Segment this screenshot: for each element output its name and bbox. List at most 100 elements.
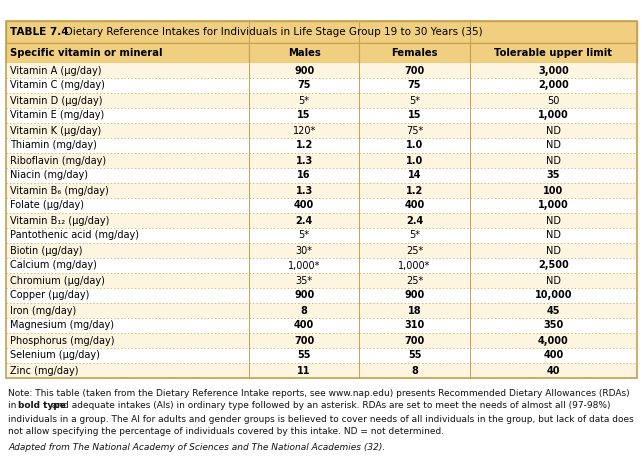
Bar <box>6 363 249 378</box>
Bar <box>249 198 359 213</box>
Bar <box>359 228 470 243</box>
Bar <box>470 198 637 213</box>
Text: TABLE 7.4: TABLE 7.4 <box>10 27 69 37</box>
Text: 1,000*: 1,000* <box>288 260 320 271</box>
Text: ND: ND <box>546 141 561 150</box>
Bar <box>359 43 470 63</box>
Text: 700: 700 <box>404 65 424 76</box>
Text: Vitamin K (μg/day): Vitamin K (μg/day) <box>10 125 101 135</box>
Text: 1.0: 1.0 <box>406 156 423 165</box>
Text: ND: ND <box>546 156 561 165</box>
Text: Vitamin E (mg/day): Vitamin E (mg/day) <box>10 110 104 120</box>
Text: 1,000: 1,000 <box>538 201 569 211</box>
Bar <box>6 183 249 198</box>
Text: 35*: 35* <box>296 275 312 285</box>
Text: 900: 900 <box>294 290 314 300</box>
Text: Vitamin D (μg/day): Vitamin D (μg/day) <box>10 95 102 105</box>
Text: ND: ND <box>546 275 561 285</box>
Text: not allow specifying the percentage of individuals covered by this intake. ND = : not allow specifying the percentage of i… <box>8 428 444 437</box>
Text: 55: 55 <box>408 351 421 360</box>
Bar <box>6 21 637 378</box>
Bar <box>6 93 249 108</box>
Text: 5*: 5* <box>409 230 420 241</box>
Text: 900: 900 <box>404 290 424 300</box>
Text: ND: ND <box>546 125 561 135</box>
Text: ND: ND <box>546 230 561 241</box>
Bar <box>470 333 637 348</box>
Text: 1.2: 1.2 <box>406 186 423 196</box>
Text: 5*: 5* <box>409 95 420 105</box>
Text: 700: 700 <box>404 336 424 345</box>
Bar <box>359 303 470 318</box>
Text: 11: 11 <box>298 366 311 376</box>
Bar <box>470 43 637 63</box>
Text: Specific vitamin or mineral: Specific vitamin or mineral <box>10 48 163 58</box>
Bar <box>470 213 637 228</box>
Bar <box>470 108 637 123</box>
Text: in: in <box>8 401 19 410</box>
Bar <box>249 258 359 273</box>
Bar <box>249 138 359 153</box>
Bar <box>249 363 359 378</box>
Bar <box>359 168 470 183</box>
Text: 900: 900 <box>294 65 314 76</box>
Text: and adequate intakes (AIs) in ordinary type followed by an asterisk. RDAs are se: and adequate intakes (AIs) in ordinary t… <box>49 401 610 410</box>
Bar <box>6 123 249 138</box>
Bar <box>470 348 637 363</box>
Text: 15: 15 <box>408 110 421 120</box>
Bar <box>359 63 470 78</box>
Bar <box>6 228 249 243</box>
Bar <box>6 63 249 78</box>
Text: Zinc (mg/day): Zinc (mg/day) <box>10 366 78 376</box>
Text: Vitamin A (μg/day): Vitamin A (μg/day) <box>10 65 102 76</box>
Bar <box>470 288 637 303</box>
Bar <box>249 123 359 138</box>
Bar <box>470 168 637 183</box>
Bar <box>6 213 249 228</box>
Text: 400: 400 <box>294 201 314 211</box>
Bar <box>470 93 637 108</box>
Text: 120*: 120* <box>293 125 316 135</box>
Text: 8: 8 <box>411 366 418 376</box>
Bar <box>359 213 470 228</box>
Text: Phosphorus (mg/day): Phosphorus (mg/day) <box>10 336 114 345</box>
Text: 55: 55 <box>298 351 311 360</box>
Text: ND: ND <box>546 245 561 256</box>
Text: Niacin (mg/day): Niacin (mg/day) <box>10 171 88 180</box>
Text: 100: 100 <box>543 186 563 196</box>
Bar <box>470 183 637 198</box>
Bar <box>359 348 470 363</box>
Text: 5*: 5* <box>298 95 310 105</box>
Text: 75: 75 <box>408 80 421 91</box>
Bar <box>470 228 637 243</box>
Bar <box>249 153 359 168</box>
Bar <box>470 78 637 93</box>
Text: bold type: bold type <box>18 401 66 410</box>
Text: Folate (μg/day): Folate (μg/day) <box>10 201 84 211</box>
Text: 45: 45 <box>547 306 560 315</box>
Bar <box>359 243 470 258</box>
Text: 1.2: 1.2 <box>296 141 312 150</box>
Bar <box>6 43 249 63</box>
Text: 2,500: 2,500 <box>538 260 569 271</box>
Text: 50: 50 <box>547 95 559 105</box>
Bar <box>470 363 637 378</box>
Bar <box>249 63 359 78</box>
Text: 35: 35 <box>547 171 560 180</box>
Text: Vitamin C (mg/day): Vitamin C (mg/day) <box>10 80 105 91</box>
Text: 1.0: 1.0 <box>406 141 423 150</box>
Bar <box>249 183 359 198</box>
Bar <box>470 138 637 153</box>
Text: 400: 400 <box>294 321 314 330</box>
Bar <box>359 258 470 273</box>
Text: Tolerable upper limit: Tolerable upper limit <box>494 48 612 58</box>
Bar <box>6 333 249 348</box>
Bar <box>470 243 637 258</box>
Text: 15: 15 <box>298 110 311 120</box>
Bar <box>249 333 359 348</box>
Text: 25*: 25* <box>406 245 423 256</box>
Text: 310: 310 <box>404 321 424 330</box>
Text: 5*: 5* <box>298 230 310 241</box>
Text: Females: Females <box>392 48 438 58</box>
Text: Dietary Reference Intakes for Individuals in Life Stage Group 19 to 30 Years (35: Dietary Reference Intakes for Individual… <box>55 27 483 37</box>
